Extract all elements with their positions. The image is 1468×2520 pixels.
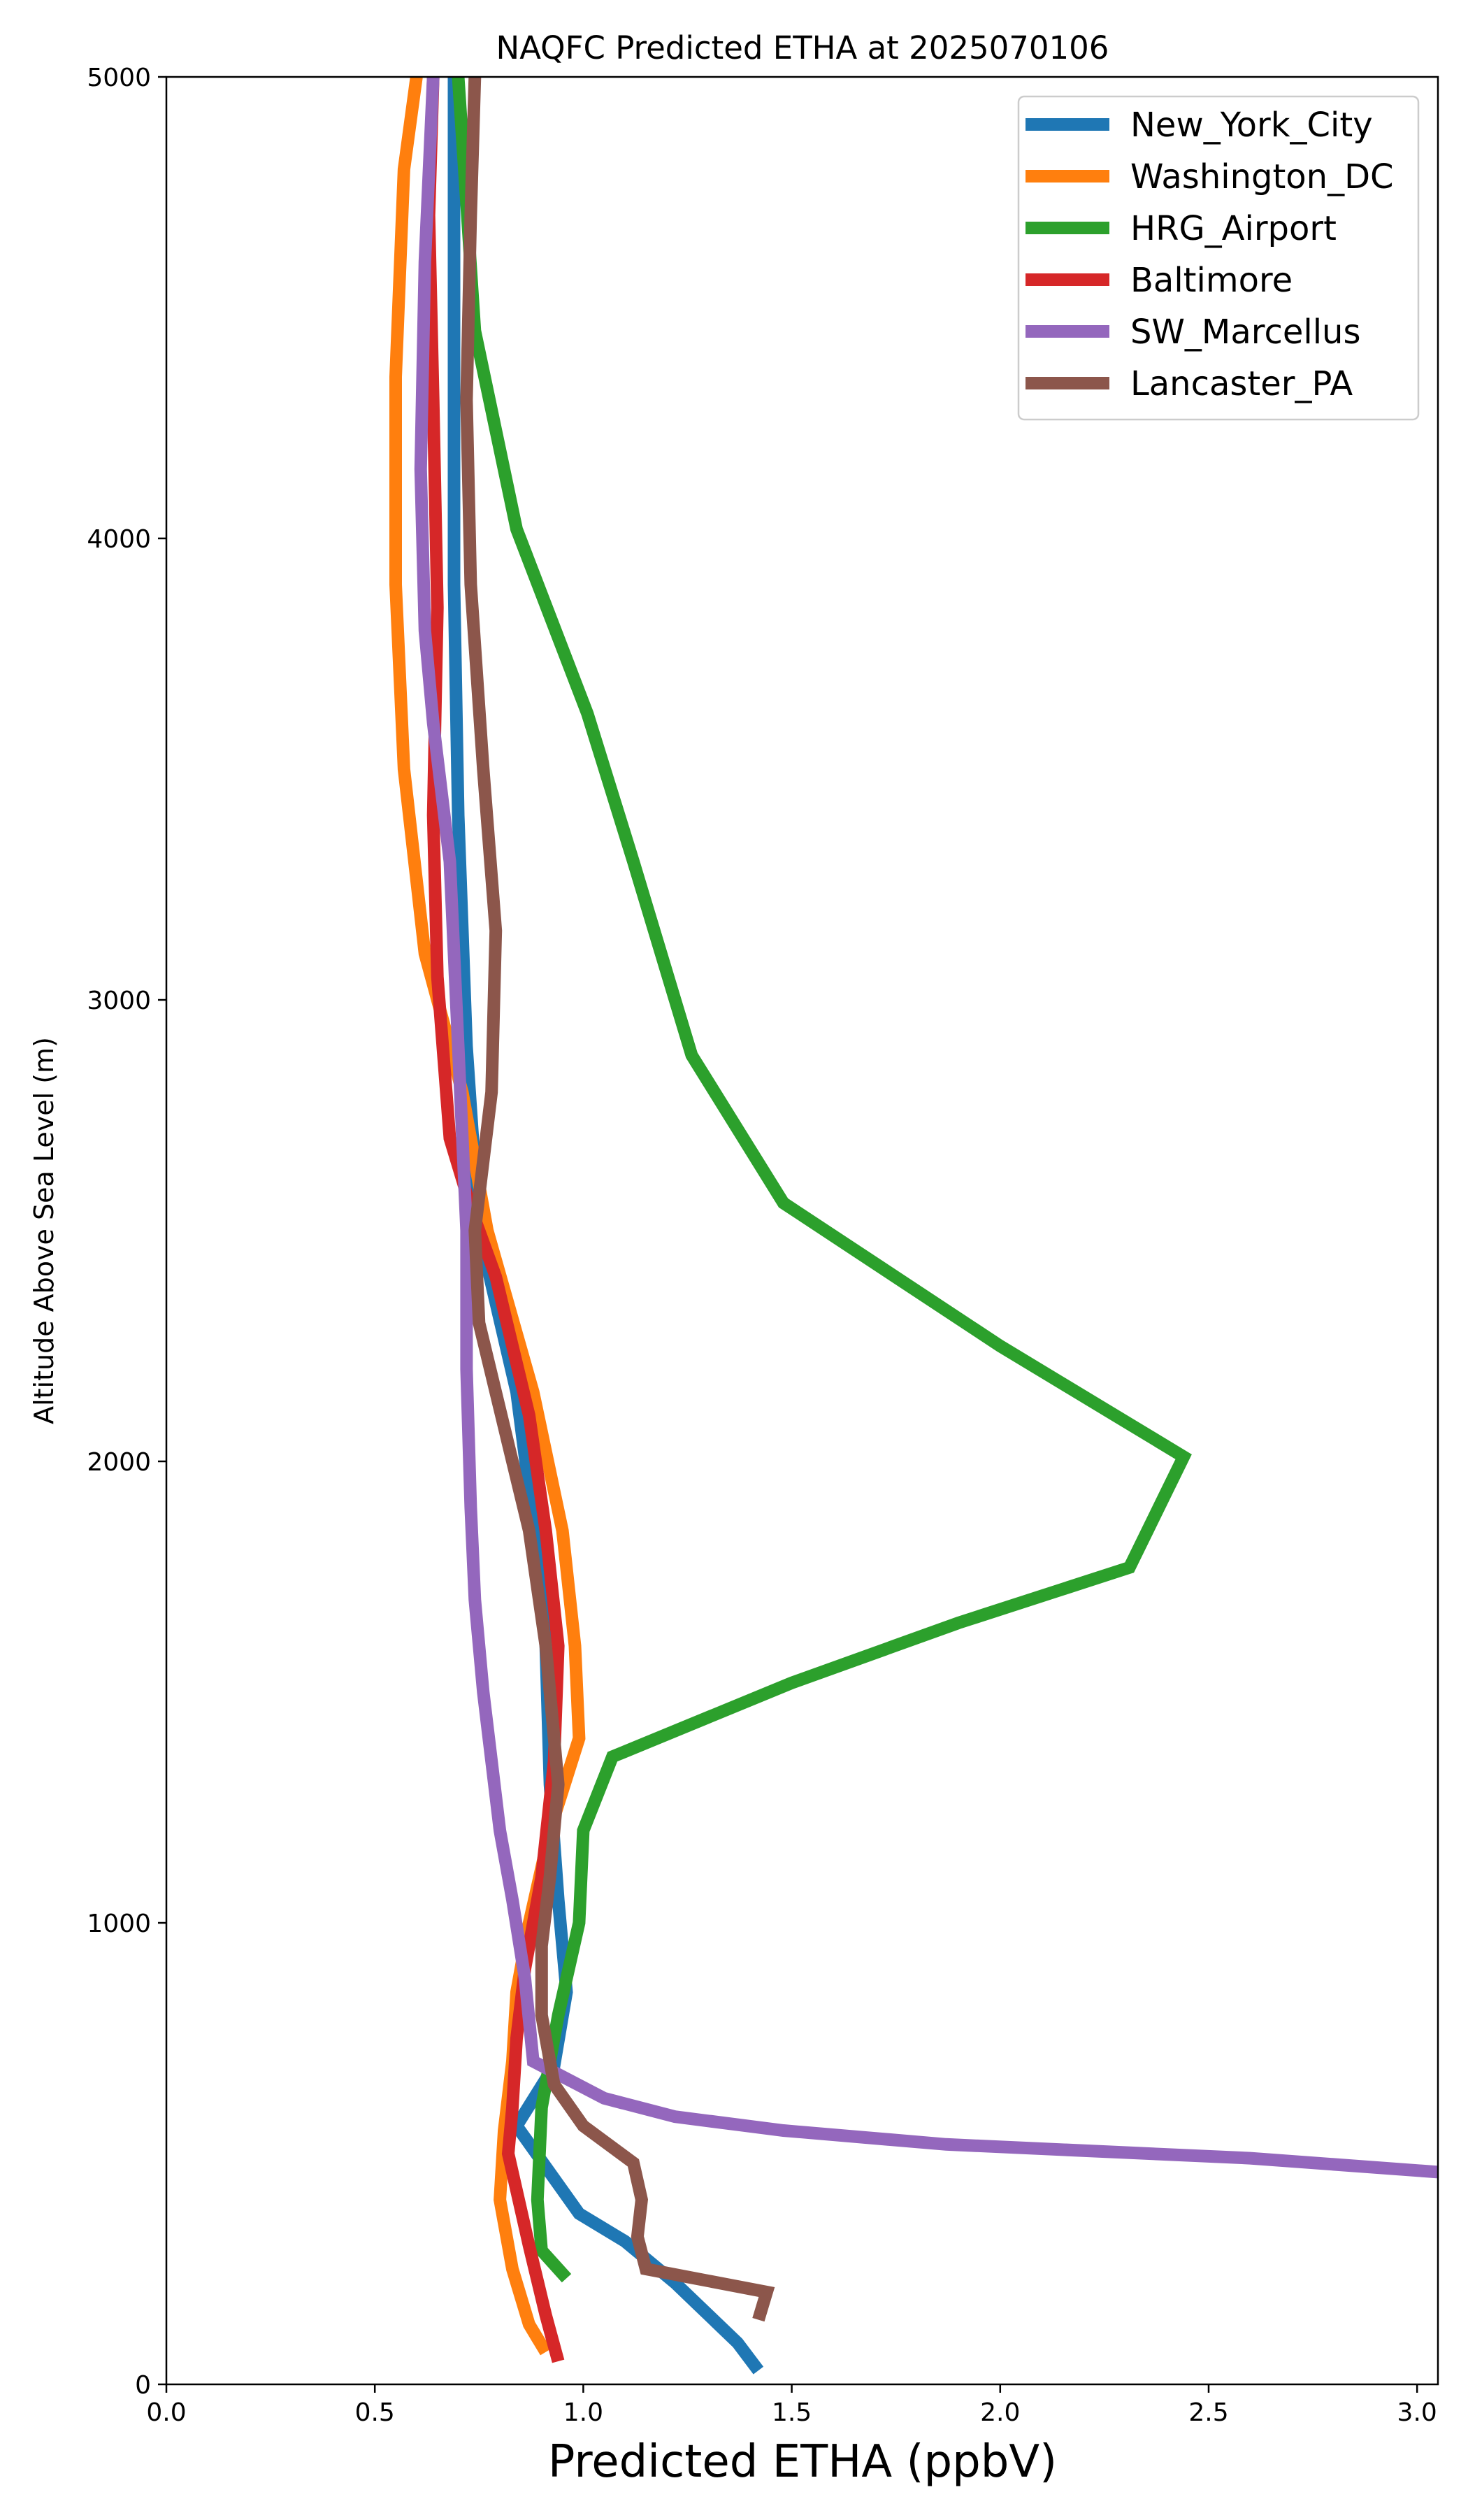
series-line-baltimore (422, 77, 565, 2363)
y-tick-label: 2000 (87, 1448, 151, 1477)
y-tick-label: 0 (135, 2371, 151, 2400)
legend-item-lancaster-pa: Lancaster_PA (1026, 364, 1353, 403)
y-axis-ticks: 0 1000 2000 3000 4000 5000 (87, 64, 166, 2400)
plot-frame (165, 76, 1439, 2386)
x-tick-label: 0.5 (355, 2398, 395, 2427)
legend-item-washington-dc: Washington_DC (1026, 157, 1394, 196)
legend-label: HRG_Airport (1130, 209, 1337, 248)
x-tick-label: 2.0 (980, 2398, 1020, 2427)
chart-title: NAQFC Predicted ETHA at 2025070106 (496, 29, 1109, 66)
legend-item-new-york-city: New_York_City (1026, 106, 1373, 145)
x-tick-label: 0.0 (146, 2398, 186, 2427)
y-axis-label: Altitude Above Sea Level (m) (29, 1037, 59, 1424)
y-tick-label: 5000 (87, 64, 151, 92)
legend: New_York_City Washington_DC HRG_Airport Bal… (1017, 95, 1420, 421)
x-tick-label: 1.0 (563, 2398, 603, 2427)
legend-label: Baltimore (1130, 261, 1293, 300)
x-axis-label: Predicted ETHA (ppbV) (548, 2436, 1057, 2488)
y-tick-label: 3000 (87, 987, 151, 1015)
series-line-hrg-airport (452, 77, 1192, 2283)
series-line-washington-dc (389, 77, 586, 2356)
legend-label: New_York_City (1130, 106, 1373, 145)
legend-label: SW_Marcellus (1130, 313, 1360, 352)
x-tick-label: 2.5 (1188, 2398, 1228, 2427)
legend-item-hrg-airport: HRG_Airport (1026, 209, 1337, 248)
y-tick-label: 4000 (87, 525, 151, 554)
series-layer (389, 77, 1438, 2375)
x-tick-label: 1.5 (772, 2398, 812, 2427)
legend-label: Washington_DC (1130, 157, 1394, 196)
series-line-lancaster-pa (460, 77, 775, 2322)
legend-item-sw-marcellus: SW_Marcellus (1026, 313, 1360, 352)
legend-items: New_York_City Washington_DC HRG_Airport Bal… (1026, 106, 1394, 403)
legend-item-baltimore: Baltimore (1026, 261, 1293, 300)
y-tick-label: 1000 (87, 1910, 151, 1938)
legend-frame (1017, 95, 1420, 421)
series-line-sw-marcellus (414, 77, 1438, 2179)
x-tick-label: 3.0 (1397, 2398, 1437, 2427)
x-axis-ticks: 0.0 0.5 1.0 1.5 2.0 2.5 3.0 (146, 2384, 1437, 2427)
legend-label: Lancaster_PA (1130, 364, 1353, 403)
